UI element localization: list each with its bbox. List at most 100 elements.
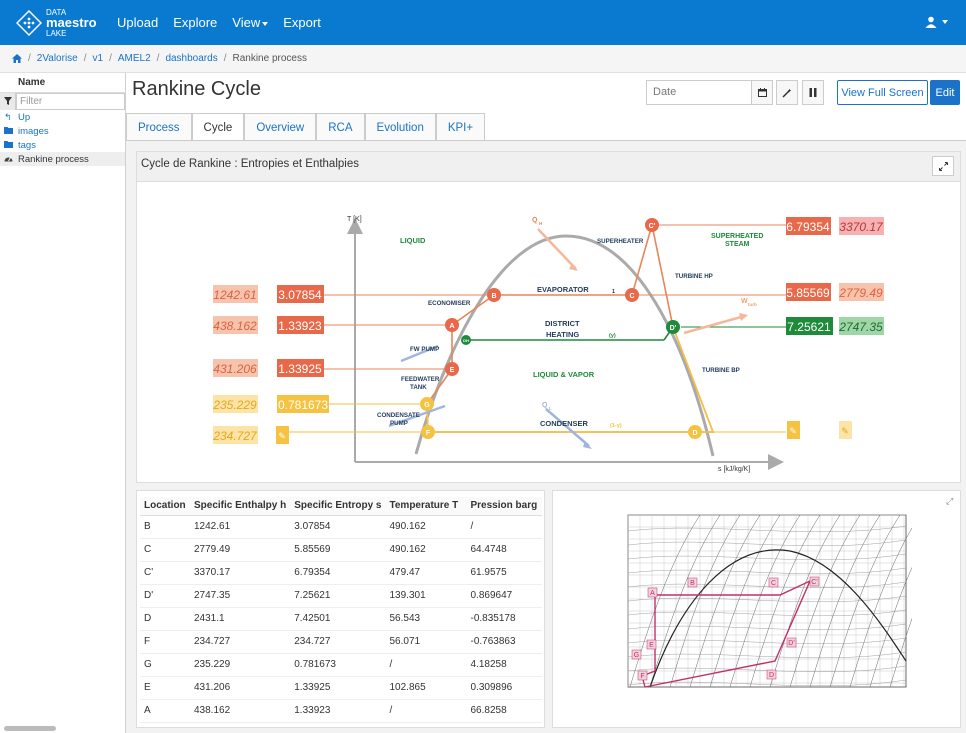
edit-icon[interactable]: ✎	[789, 426, 797, 436]
magic-button[interactable]	[776, 80, 798, 105]
view-full-screen-button[interactable]: View Full Screen	[837, 80, 928, 105]
mollier-diagram: A B C C' D D' E F G	[627, 514, 912, 688]
breadcrumb-dashboards[interactable]: dashboards	[165, 53, 218, 64]
value-g-entropy: 0.781673	[278, 398, 328, 412]
calendar-button[interactable]	[751, 80, 773, 105]
col-enthalpy[interactable]: Specific Enthalpy h	[190, 497, 291, 516]
folder-icon	[4, 126, 16, 136]
fw-pump-arrow	[400, 344, 439, 363]
mollier-isoline	[627, 581, 907, 589]
mollier-point-b	[687, 577, 698, 588]
mollier-isoline	[809, 514, 881, 688]
mollier-point-e	[646, 639, 657, 650]
table-cell: 431.206	[190, 676, 291, 700]
point-f[interactable]	[421, 425, 435, 439]
table-cell: 66.8258	[466, 699, 542, 723]
edit-icon[interactable]: ✎	[841, 426, 849, 436]
sidebar-scrollbar[interactable]	[4, 726, 56, 731]
s-axis-label: s [kJ/kg/K]	[718, 466, 750, 473]
col-location[interactable]: Location	[140, 497, 190, 516]
breadcrumb-amel2[interactable]: AMEL2	[117, 53, 151, 64]
sidebar-item-label: Rankine process	[18, 153, 89, 165]
sidebar-item-rankine-process[interactable]: Rankine process	[0, 152, 125, 166]
tab-kpi[interactable]: KPI+	[435, 113, 486, 141]
edit-button[interactable]: Edit	[930, 80, 960, 105]
mollier-label: B	[690, 580, 695, 587]
logo[interactable]: DATA maestro LAKE	[16, 8, 106, 38]
filter-input[interactable]: Filter	[16, 92, 125, 110]
table-cell: 2779.49	[190, 538, 291, 562]
value-c-entropy: 5.85569	[786, 286, 830, 300]
expand-icon[interactable]: ⤢	[946, 496, 954, 506]
ql-arrow	[545, 408, 590, 447]
breadcrumb-separator: /	[109, 53, 112, 64]
user-menu[interactable]	[925, 16, 948, 28]
tab-evolution[interactable]: Evolution	[364, 113, 436, 141]
nav-upload[interactable]: Upload	[117, 15, 159, 30]
col-pressure[interactable]: Pression barg	[466, 497, 542, 516]
sidebar-item-images[interactable]: images	[0, 124, 125, 138]
tab-cycle[interactable]: Cycle	[191, 113, 245, 141]
up-icon: ↰	[4, 111, 12, 122]
table-cell: 61.9575	[466, 561, 542, 585]
tab-overview[interactable]: Overview	[244, 113, 317, 141]
value-f-enthalpy: 234.727	[212, 429, 258, 443]
expand-panel-button[interactable]	[932, 156, 954, 176]
mollier-isoline	[789, 514, 861, 688]
point-d-prime[interactable]	[666, 320, 680, 334]
point-c[interactable]	[625, 288, 639, 302]
mollier-isoline	[627, 595, 907, 603]
table-row: F 234.727 234.727 56.071 -0.763863	[140, 630, 542, 654]
mollier-label: C'	[811, 579, 817, 586]
value-e-entropy: 1.33925	[278, 362, 322, 376]
table-cell: -0.763863	[466, 630, 542, 654]
home-icon[interactable]	[12, 54, 22, 63]
edit-icon[interactable]: ✎	[278, 431, 286, 441]
col-temperature[interactable]: Temperature T	[385, 497, 467, 516]
point-dh[interactable]	[461, 335, 471, 345]
mollier-isoline	[627, 539, 907, 547]
sidebar-item-up[interactable]: ↰ Up	[0, 110, 125, 124]
table-cell: 1.33925	[290, 676, 386, 700]
table-cell: /	[466, 515, 542, 539]
value-box-c-enthalpy	[839, 283, 884, 301]
date-input[interactable]: Date	[646, 80, 752, 105]
mollier-isoline	[849, 527, 912, 688]
nav-view[interactable]: View	[232, 15, 269, 30]
chevron-down-icon	[942, 20, 948, 24]
wturb-arrow-head	[739, 313, 748, 321]
value-box-dp-entropy	[786, 317, 833, 335]
mollier-label: D	[769, 672, 774, 679]
label-turbine-hp: TURBINE HP	[675, 273, 713, 280]
sidebar-header[interactable]: Name	[0, 73, 125, 93]
mollier-isoline	[627, 623, 907, 631]
point-b[interactable]	[487, 288, 501, 302]
table-cell: B	[140, 515, 190, 539]
point-g[interactable]	[420, 397, 434, 411]
breadcrumb-2valorise[interactable]: 2Valorise	[36, 53, 78, 64]
label-liquid: LIQUID	[400, 236, 426, 245]
value-box-g-enthalpy	[213, 395, 258, 413]
magic-wand-icon	[782, 88, 792, 98]
tab-process[interactable]: Process	[126, 113, 192, 141]
breadcrumb: / 2Valorise / v1 / AMEL2 / dashboards / …	[0, 45, 966, 73]
point-e[interactable]	[445, 362, 459, 376]
col-entropy[interactable]: Specific Entropy s	[290, 497, 386, 516]
nav-explore[interactable]: Explore	[173, 15, 218, 30]
point-a[interactable]	[445, 318, 459, 332]
value-b-enthalpy: 1242.61	[213, 288, 256, 302]
pause-button[interactable]	[802, 80, 824, 105]
filter-icon[interactable]	[0, 92, 16, 110]
mollier-isoline	[729, 514, 801, 688]
sidebar-item-tags[interactable]: tags	[0, 138, 125, 152]
table-cell: C	[140, 538, 190, 562]
breadcrumb-v1[interactable]: v1	[92, 53, 104, 64]
tab-rca[interactable]: RCA	[316, 113, 365, 141]
ql-arrow-head	[583, 441, 592, 449]
filter-row: Filter	[0, 92, 125, 110]
point-d[interactable]	[688, 425, 702, 439]
point-c-prime[interactable]	[645, 218, 659, 232]
nav-export[interactable]: Export	[283, 15, 321, 30]
mollier-isoline	[627, 637, 907, 645]
label-district: DISTRICT	[545, 319, 580, 328]
